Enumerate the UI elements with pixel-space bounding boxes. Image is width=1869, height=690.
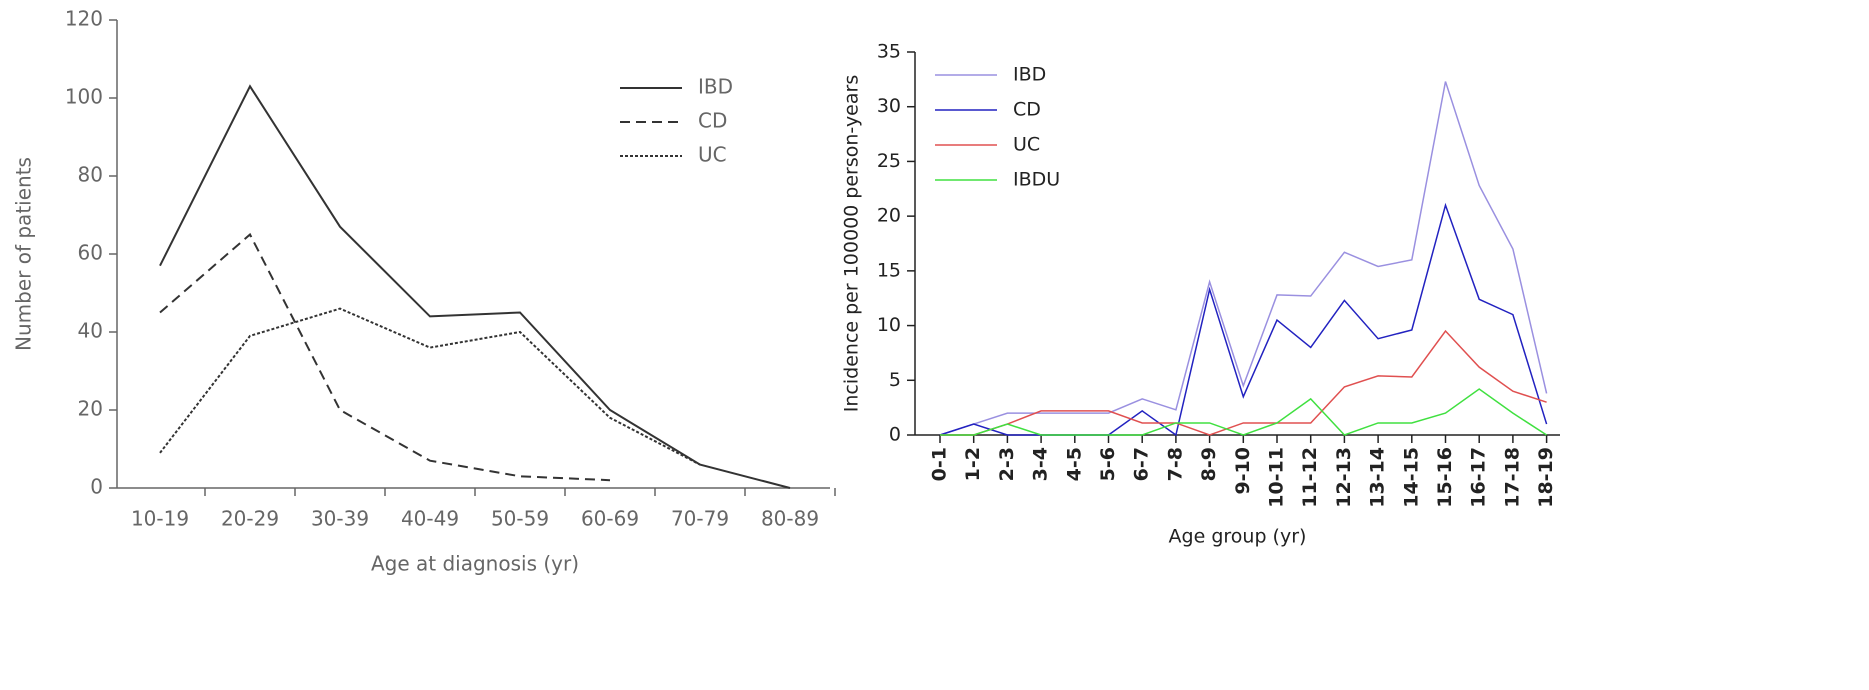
- legend-label: IBD: [1013, 64, 1046, 86]
- x-tick-label: 60-69: [581, 507, 639, 531]
- y-tick-label: 0: [90, 475, 103, 499]
- x-tick-label: 10-11: [1266, 447, 1288, 508]
- x-tick-label: 4-5: [1063, 447, 1085, 481]
- x-tick-label: 3-4: [1030, 447, 1052, 481]
- y-tick-label: 80: [78, 163, 103, 187]
- x-tick-label: 11-12: [1299, 447, 1321, 508]
- series-line: [159, 232, 611, 482]
- x-tick-label: 1-2: [962, 447, 984, 481]
- x-axis-title: Age at diagnosis (yr): [371, 552, 579, 576]
- x-tick-label: 18-19: [1535, 447, 1557, 508]
- x-tick-label: 7-8: [1164, 447, 1186, 481]
- legend-label: UC: [1013, 134, 1040, 156]
- y-axis-title: Number of patients: [12, 157, 36, 351]
- y-tick-label: 40: [78, 319, 103, 343]
- series-line: [159, 84, 791, 489]
- x-tick-label: 12-13: [1333, 447, 1355, 508]
- y-tick-label: 15: [877, 259, 901, 281]
- legend-label: CD: [1013, 99, 1041, 121]
- series-line: [159, 307, 701, 466]
- legend-label: UC: [698, 143, 727, 167]
- y-tick-label: 10: [877, 314, 901, 336]
- y-tick-label: 0: [889, 424, 901, 446]
- series-line: [940, 329, 1547, 436]
- x-tick-label: 40-49: [401, 507, 459, 531]
- legend-label: IBD: [698, 75, 733, 99]
- x-tick-label: 16-17: [1468, 447, 1490, 508]
- x-tick-label: 9-10: [1232, 447, 1254, 495]
- x-tick-label: 13-14: [1367, 447, 1389, 508]
- x-tick-label: 5-6: [1097, 447, 1119, 481]
- y-tick-label: 100: [65, 85, 103, 109]
- y-tick-label: 120: [65, 7, 103, 31]
- legend-label: IBDU: [1013, 169, 1060, 191]
- x-tick-label: 30-39: [311, 507, 369, 531]
- series-line: [940, 388, 1548, 436]
- legend-label: CD: [698, 109, 727, 133]
- y-axis-title: Incidence per 100000 person-years: [841, 75, 863, 412]
- x-tick-label: 50-59: [491, 507, 549, 531]
- x-axis-title: Age group (yr): [1169, 526, 1307, 548]
- y-tick-label: 35: [877, 41, 901, 63]
- x-tick-label: 0-1: [929, 447, 951, 481]
- series-line: [939, 81, 1548, 436]
- x-tick-label: 20-29: [221, 507, 279, 531]
- y-tick-label: 25: [877, 150, 901, 172]
- y-tick-label: 20: [877, 205, 901, 227]
- x-tick-label: 17-18: [1501, 447, 1523, 508]
- x-tick-label: 8-9: [1198, 447, 1220, 481]
- x-tick-label: 10-19: [131, 507, 189, 531]
- y-tick-label: 20: [78, 397, 103, 421]
- x-tick-label: 80-89: [761, 507, 819, 531]
- y-tick-label: 30: [877, 95, 901, 117]
- x-tick-label: 14-15: [1400, 447, 1422, 508]
- y-tick-label: 60: [78, 241, 103, 265]
- x-tick-label: 15-16: [1434, 447, 1456, 508]
- x-tick-label: 70-79: [671, 507, 729, 531]
- series-line: [939, 202, 1548, 437]
- x-tick-label: 6-7: [1131, 447, 1153, 481]
- x-tick-label: 2-3: [996, 447, 1018, 481]
- y-tick-label: 5: [889, 369, 901, 391]
